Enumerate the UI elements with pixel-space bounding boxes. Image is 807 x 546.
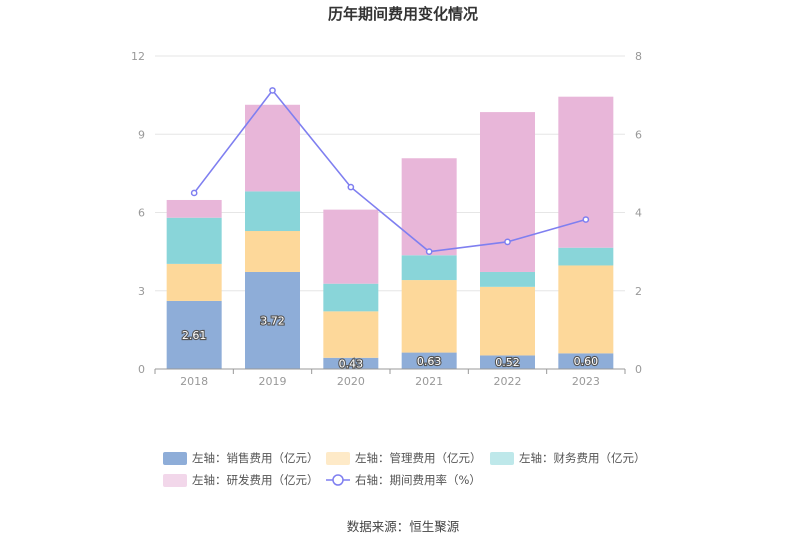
x-tick-label: 2021 [415, 375, 443, 388]
bar-value-label: 0.43 [339, 357, 364, 370]
legend-label: 右轴：期间费用率（%） [355, 473, 481, 487]
legend-swatch [490, 452, 514, 465]
left-tick-label: 3 [138, 285, 145, 298]
legend-item[interactable]: 左轴：财务费用（亿元） [490, 451, 646, 465]
x-tick-label: 2023 [572, 375, 600, 388]
bar-segment[interactable] [323, 283, 379, 312]
bar-value-label: 0.60 [574, 355, 599, 368]
bar-segment[interactable] [401, 255, 457, 281]
rate-line-path [193, 89, 587, 253]
chart-title: 历年期间费用变化情况 [328, 5, 478, 23]
legend-swatch [326, 452, 350, 465]
bar-value-label: 0.63 [417, 355, 442, 368]
bar-segment[interactable] [166, 263, 222, 301]
legend-item[interactable]: 左轴：销售费用（亿元） [163, 451, 319, 465]
x-tick-label: 2020 [337, 375, 365, 388]
bar-segment[interactable] [558, 353, 614, 369]
legend-swatch [163, 452, 187, 465]
bar-segment[interactable] [480, 286, 535, 356]
legend-marker [332, 474, 344, 486]
left-axis: 0 3 6 9 12 [131, 50, 145, 376]
legend-label: 左轴：管理费用（亿元） [355, 451, 482, 465]
bar-segment[interactable] [323, 311, 379, 358]
right-tick-label: 4 [635, 207, 642, 220]
left-tick-label: 12 [131, 50, 145, 63]
rate-point[interactable] [425, 248, 433, 255]
bar-value-label: 2.61 [182, 329, 207, 342]
legend-label: 左轴：研发费用（亿元） [192, 473, 319, 487]
bar-value-label: 0.52 [495, 356, 520, 369]
bar-segment[interactable] [166, 300, 222, 369]
right-tick-label: 8 [635, 50, 642, 63]
bar-segment[interactable] [480, 355, 535, 369]
left-tick-label: 9 [138, 128, 145, 141]
rate-point[interactable] [269, 87, 276, 94]
data-labels: 2.61 3.72 0.43 0.63 0.52 0.60 [181, 313, 599, 371]
bar-segment[interactable] [166, 199, 222, 218]
bar-segment[interactable] [323, 357, 379, 369]
bar-segment[interactable] [480, 271, 535, 287]
grid [155, 55, 625, 292]
right-tick-label: 6 [635, 128, 642, 141]
left-tick-label: 6 [138, 207, 145, 220]
right-axis: 0 2 4 6 8 [635, 50, 642, 376]
right-tick-label: 2 [635, 285, 642, 298]
rate-line [190, 87, 590, 255]
right-tick-label: 0 [635, 363, 642, 376]
rate-point[interactable] [582, 216, 590, 223]
source-note: 数据来源：恒生聚源 [347, 519, 460, 534]
x-tick-label: 2019 [259, 375, 287, 388]
bar-segment[interactable] [245, 231, 300, 272]
bar-segment[interactable] [401, 158, 457, 256]
x-axis: 2018 2019 2020 2021 2022 2023 [154, 368, 626, 388]
rate-point[interactable] [190, 189, 198, 197]
rate-point[interactable] [504, 238, 511, 246]
bar-segment[interactable] [401, 352, 457, 369]
left-tick-label: 0 [138, 363, 145, 376]
legend-item[interactable]: 右轴：期间费用率（%） [326, 473, 481, 487]
bar-value-label: 3.72 [260, 314, 285, 327]
bar-segment[interactable] [166, 217, 222, 264]
legend-item[interactable]: 左轴：研发费用（亿元） [163, 473, 319, 487]
bar-segment[interactable] [245, 104, 300, 192]
bar-segment[interactable] [558, 265, 614, 354]
bar-segment[interactable] [245, 191, 300, 232]
legend-item[interactable]: 左轴：管理费用（亿元） [326, 451, 482, 465]
x-tick-label: 2022 [494, 375, 522, 388]
x-tick-label: 2018 [180, 375, 208, 388]
bars [166, 96, 614, 369]
bar-segment[interactable] [323, 209, 379, 284]
legend[interactable]: 左轴：销售费用（亿元） 左轴：管理费用（亿元） 左轴：财务费用（亿元） 左轴：研发费用… [163, 451, 646, 487]
bar-segment[interactable] [480, 112, 535, 272]
rate-point[interactable] [347, 183, 355, 191]
legend-label: 左轴：财务费用（亿元） [519, 451, 646, 465]
legend-swatch [163, 474, 187, 487]
bar-segment[interactable] [558, 247, 614, 266]
bar-segment[interactable] [401, 280, 457, 353]
legend-label: 左轴：销售费用（亿元） [192, 451, 319, 465]
bar-segment[interactable] [245, 271, 300, 369]
